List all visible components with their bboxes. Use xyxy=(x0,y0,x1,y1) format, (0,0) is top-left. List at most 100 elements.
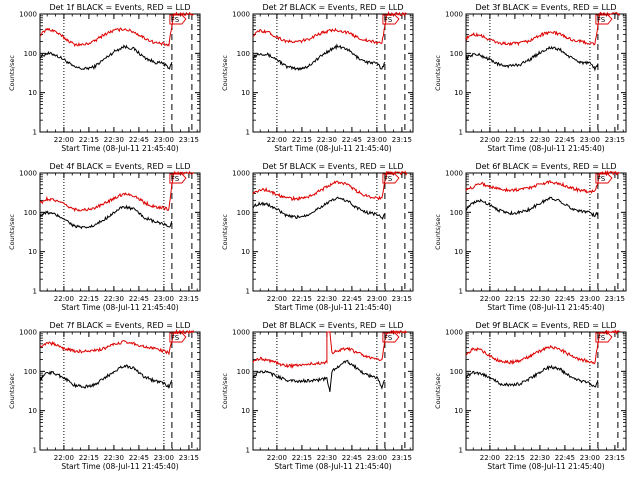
panel-5-fs-flag xyxy=(382,173,400,184)
panel-4-xtick-label: 23:15 xyxy=(179,295,199,303)
panel-5-ytick-label: 10 xyxy=(241,248,250,256)
panel-1-fs-label: FS xyxy=(171,16,180,24)
panel-9-ytick-label: 10 xyxy=(454,407,463,415)
panel-5-title: Det 5f BLACK = Events, RED = LLD xyxy=(262,162,403,171)
panel-1-xtick-label: 22:00 xyxy=(54,136,74,144)
panel-9-title: Det 9f BLACK = Events, RED = LLD xyxy=(475,321,616,330)
panel-8-title: Det 8f BLACK = Events, RED = LLD xyxy=(262,321,403,330)
panel-8: Det 8f BLACK = Events, RED = LLD 1 10 100 10… xyxy=(221,321,414,471)
panel-8-xtick-label: 22:00 xyxy=(267,454,287,462)
panel-6-ytick-label: 1 xyxy=(459,288,463,296)
panel-1: Det 1f BLACK = Events, RED = LLD 1 10 100 10… xyxy=(8,3,201,153)
panel-3-ytick-label: 100 xyxy=(450,50,463,58)
panel-8-axes-box xyxy=(252,331,414,451)
panel-9-xtick-label: 22:15 xyxy=(505,454,525,462)
panel-8-ytick-label: 100 xyxy=(237,368,250,376)
panel-1-ylabel: Counts/sec xyxy=(8,55,16,91)
panel-2-xtick-label: 23:15 xyxy=(392,136,412,144)
panel-3-xtick-label: 23:15 xyxy=(605,136,625,144)
panel-2-ytick-label: 100 xyxy=(237,50,250,58)
panel-3-ytick-label: 10 xyxy=(454,89,463,97)
panel-1-ytick-label: 1000 xyxy=(19,11,37,19)
panel-7: Det 7f BLACK = Events, RED = LLD 1 10 100 10… xyxy=(8,321,201,471)
panel-5-xlabel: Start Time (08-Jul-11 21:45:40) xyxy=(274,303,391,312)
panel-5-fs-label: FS xyxy=(384,175,393,183)
panel-3-series-lld-line xyxy=(465,11,621,47)
panel-8-ytick-label: 1000 xyxy=(232,329,250,337)
panel-2-fs-flag xyxy=(382,14,400,25)
panel-6-ytick-label: 10 xyxy=(454,248,463,256)
panel-7-series-lld-line xyxy=(39,328,195,356)
panel-2-xlabel: Start Time (08-Jul-11 21:45:40) xyxy=(274,144,391,153)
panel-6-fs-flag xyxy=(595,173,613,184)
panel-8-xtick-label: 22:15 xyxy=(292,454,312,462)
panel-3-xtick-label: 22:30 xyxy=(530,136,550,144)
panel-4-xtick-label: 22:00 xyxy=(54,295,74,303)
panel-1-ytick-label: 1 xyxy=(33,129,37,137)
panel-4-xtick-label: 22:45 xyxy=(129,295,149,303)
panel-5-axes-box xyxy=(252,172,414,292)
panel-4-ytick-label: 10 xyxy=(28,248,37,256)
panel-9-xtick-label: 23:00 xyxy=(580,454,600,462)
panel-2-xtick-label: 23:00 xyxy=(367,136,387,144)
panel-8-fs-label: FS xyxy=(384,334,393,342)
panel-2-xtick-label: 22:30 xyxy=(317,136,337,144)
panel-7-fs-flag xyxy=(169,332,187,343)
panel-9-fs-label: FS xyxy=(597,334,606,342)
panel-5: Det 5f BLACK = Events, RED = LLD 1 10 100 10… xyxy=(221,162,414,312)
panel-2-ylabel: Counts/sec xyxy=(221,55,229,91)
panel-6: Det 6f BLACK = Events, RED = LLD 1 10 100 10… xyxy=(434,162,627,312)
panel-7-xtick-label: 22:00 xyxy=(54,454,74,462)
panel-9-ytick-label: 1 xyxy=(459,447,463,455)
panel-9-xtick-label: 22:45 xyxy=(555,454,575,462)
panel-2-xtick-label: 22:45 xyxy=(342,136,362,144)
panel-4-ytick-label: 1 xyxy=(33,288,37,296)
panel-7-xtick-label: 22:45 xyxy=(129,454,149,462)
panel-6-series-events-line xyxy=(465,196,599,218)
panel-1-title: Det 1f BLACK = Events, RED = LLD xyxy=(49,3,190,12)
panel-3-ylabel: Counts/sec xyxy=(434,55,442,91)
panel-9-ylabel: Counts/sec xyxy=(434,373,442,409)
panel-2-axes-box xyxy=(252,13,414,133)
panel-2-ytick-label: 10 xyxy=(241,89,250,97)
panel-8-xtick-label: 22:45 xyxy=(342,454,362,462)
panel-9-axes-box xyxy=(465,331,627,451)
panel-3-series-events-line xyxy=(465,45,599,72)
panel-6-ytick-label: 1000 xyxy=(445,170,463,178)
panel-5-xtick-label: 22:45 xyxy=(342,295,362,303)
panel-8-fs-flag xyxy=(382,332,400,343)
panel-8-series-lld-line xyxy=(252,329,408,369)
panel-4-xtick-label: 22:15 xyxy=(79,295,99,303)
panel-7-xtick-label: 23:15 xyxy=(179,454,199,462)
panel-1-ytick-label: 100 xyxy=(24,50,37,58)
panel-7-xtick-label: 23:00 xyxy=(154,454,174,462)
panel-4-fs-label: FS xyxy=(171,175,180,183)
panel-4-fs-flag xyxy=(169,173,187,184)
panel-6-ytick-label: 100 xyxy=(450,209,463,217)
panel-6-series-lld-line xyxy=(465,170,620,194)
panel-1-xtick-label: 22:45 xyxy=(129,136,149,144)
panel-5-xtick-label: 22:30 xyxy=(317,295,337,303)
panel-4-series-lld-line xyxy=(39,170,195,213)
panel-5-xtick-label: 22:15 xyxy=(292,295,312,303)
panel-6-xtick-label: 22:00 xyxy=(480,295,500,303)
panel-4-xtick-label: 22:30 xyxy=(104,295,124,303)
panel-4-series-events-line xyxy=(39,204,173,230)
panel-2-fs-label: FS xyxy=(384,16,393,24)
panel-8-xlabel: Start Time (08-Jul-11 21:45:40) xyxy=(274,462,391,471)
panel-4-ylabel: Counts/sec xyxy=(8,214,16,250)
panel-1-xlabel: Start Time (08-Jul-11 21:45:40) xyxy=(61,144,178,153)
panel-2-xtick-label: 22:00 xyxy=(267,136,287,144)
panel-3-xtick-label: 22:15 xyxy=(505,136,525,144)
panel-1-series-events-line xyxy=(39,44,173,71)
panel-3-ytick-label: 1 xyxy=(459,129,463,137)
panel-8-ytick-label: 10 xyxy=(241,407,250,415)
panel-4-ytick-label: 100 xyxy=(24,209,37,217)
panel-1-xtick-label: 22:15 xyxy=(79,136,99,144)
panel-7-ytick-label: 10 xyxy=(28,407,37,415)
panel-9: Det 9f BLACK = Events, RED = LLD 1 10 100 10… xyxy=(434,321,627,471)
panel-5-ytick-label: 1000 xyxy=(232,170,250,178)
panel-9-xtick-label: 22:30 xyxy=(530,454,550,462)
